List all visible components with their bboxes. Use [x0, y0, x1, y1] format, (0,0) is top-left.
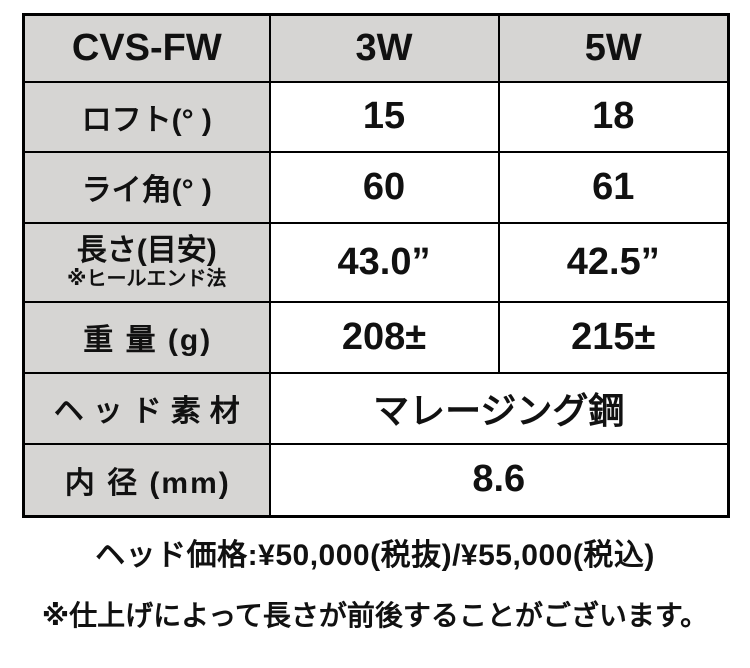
- table-row-bore-diameter: 内 径 (mm) 8.6: [22, 442, 730, 518]
- lie-5w-value: 61: [497, 150, 730, 224]
- loft-5w-value: 18: [497, 80, 730, 153]
- table-header-row: CVS-FW 3W 5W: [22, 13, 730, 83]
- length-label: 長さ(目安): [76, 234, 217, 267]
- length-sublabel: ※ヒールエンド法: [67, 268, 227, 290]
- material-label-cell: ヘッド素材: [22, 371, 271, 445]
- lie-3w-value: 60: [268, 150, 500, 224]
- length-label-cell: 長さ(目安) ※ヒールエンド法: [22, 221, 271, 303]
- table-row-weight: 重 量 (g) 208± 215±: [22, 300, 730, 374]
- table-row-lie-angle: ライ角(° ) 60 61: [22, 150, 730, 224]
- spec-table: CVS-FW 3W 5W ロフト(° ) 15 18 ライ角(° ) 60 61…: [22, 13, 730, 518]
- finish-note-line: ※仕上げによって長さが前後することがございます。: [41, 600, 709, 631]
- table-row-loft: ロフト(° ) 15 18: [22, 80, 730, 153]
- length-3w-value: 43.0”: [268, 221, 500, 303]
- length-5w-value: 42.5”: [497, 221, 730, 303]
- weight-3w-value: 208±: [268, 300, 500, 374]
- bore-value: 8.6: [268, 442, 730, 518]
- header-5w-cell: 5W: [497, 13, 730, 83]
- loft-3w-value: 15: [268, 80, 500, 153]
- header-3w-cell: 3W: [268, 13, 500, 83]
- head-price-line: ヘッド価格:¥50,000(税抜)/¥55,000(税込): [95, 539, 655, 572]
- table-row-head-material: ヘッド素材 マレージング鋼: [22, 371, 730, 445]
- loft-label-cell: ロフト(° ): [22, 80, 271, 153]
- material-value: マレージング鋼: [268, 371, 730, 445]
- header-model-cell: CVS-FW: [22, 13, 271, 83]
- bore-label-cell: 内 径 (mm): [22, 442, 271, 518]
- weight-5w-value: 215±: [497, 300, 730, 374]
- weight-label-cell: 重 量 (g): [22, 300, 271, 374]
- lie-label-cell: ライ角(° ): [22, 150, 271, 224]
- table-row-length: 長さ(目安) ※ヒールエンド法 43.0” 42.5”: [22, 221, 730, 303]
